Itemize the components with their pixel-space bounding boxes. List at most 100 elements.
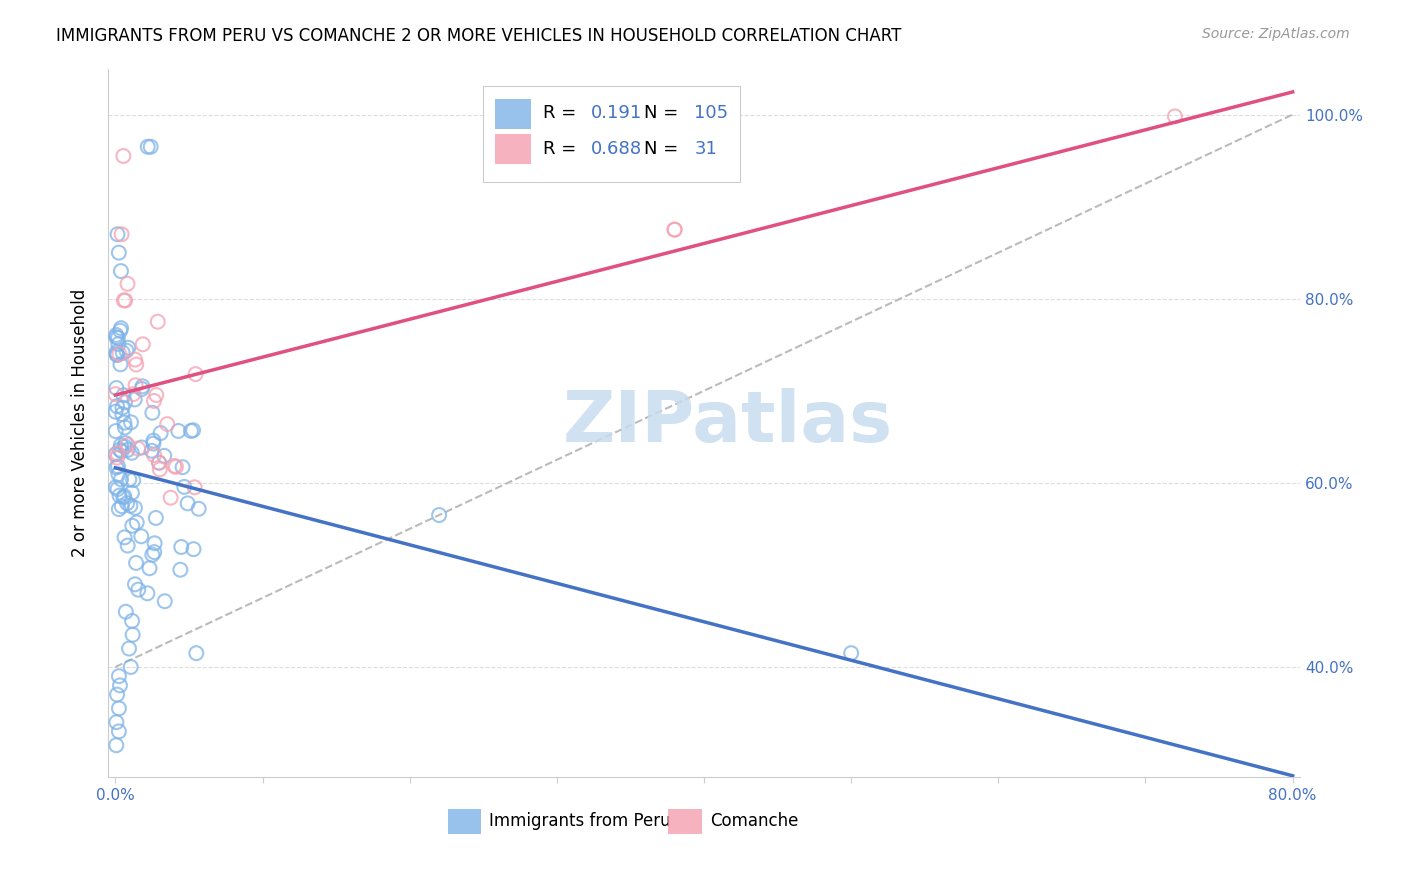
Text: Source: ZipAtlas.com: Source: ZipAtlas.com	[1202, 27, 1350, 41]
Point	[107, 331, 129, 345]
Point	[124, 392, 146, 407]
Point	[108, 724, 131, 739]
Point	[142, 436, 165, 450]
Point	[173, 480, 195, 494]
FancyBboxPatch shape	[495, 135, 531, 164]
Point	[170, 540, 193, 554]
Point	[105, 450, 128, 465]
Text: 105: 105	[695, 104, 728, 122]
Point	[125, 358, 148, 372]
Point	[114, 395, 136, 409]
Point	[143, 536, 166, 550]
Point	[124, 378, 146, 392]
Point	[112, 416, 135, 430]
Point	[120, 499, 142, 513]
Point	[139, 140, 162, 154]
Point	[105, 330, 128, 344]
Point	[176, 496, 198, 510]
Point	[121, 446, 143, 460]
Point	[110, 357, 132, 371]
Point	[104, 387, 127, 401]
Text: ZIPatlas: ZIPatlas	[562, 389, 893, 458]
Point	[142, 434, 165, 448]
Point	[111, 499, 134, 513]
Point	[145, 511, 167, 525]
Point	[115, 343, 138, 358]
Point	[141, 548, 163, 562]
Point	[112, 491, 135, 505]
Point	[142, 393, 165, 408]
Point	[121, 614, 143, 628]
Point	[110, 264, 132, 278]
Point	[114, 530, 136, 544]
Point	[127, 582, 149, 597]
Point	[111, 444, 134, 458]
Point	[149, 426, 172, 441]
Point	[105, 328, 128, 343]
Point	[107, 482, 129, 496]
Point	[105, 381, 128, 395]
Point	[114, 436, 136, 450]
Point	[125, 556, 148, 570]
Point	[110, 472, 132, 486]
Point	[110, 321, 132, 335]
Point	[118, 641, 141, 656]
Point	[146, 315, 169, 329]
Point	[108, 669, 131, 683]
Point	[112, 149, 135, 163]
Point	[427, 508, 450, 522]
Point	[107, 337, 129, 351]
Point	[167, 424, 190, 438]
Point	[104, 480, 127, 494]
Point	[124, 500, 146, 515]
Point	[159, 491, 181, 505]
Point	[105, 399, 128, 413]
Point	[121, 485, 143, 500]
Text: IMMIGRANTS FROM PERU VS COMANCHE 2 OR MORE VEHICLES IN HOUSEHOLD CORRELATION CHA: IMMIGRANTS FROM PERU VS COMANCHE 2 OR MO…	[56, 27, 901, 45]
Point	[110, 438, 132, 452]
Point	[143, 448, 166, 462]
Point	[107, 227, 129, 242]
Point	[112, 293, 135, 308]
Text: 0.688: 0.688	[591, 140, 643, 158]
Text: N =: N =	[644, 104, 685, 122]
Point	[114, 293, 136, 308]
Point	[180, 424, 202, 438]
Point	[163, 458, 186, 473]
Point	[117, 539, 139, 553]
Point	[117, 341, 139, 355]
Point	[105, 688, 128, 702]
Point	[148, 456, 170, 470]
Point	[148, 456, 170, 470]
Point	[111, 401, 134, 415]
Point	[129, 529, 152, 543]
Point	[183, 480, 205, 494]
Point	[105, 460, 128, 475]
Point	[181, 423, 204, 437]
Point	[131, 382, 153, 396]
Point	[120, 660, 142, 674]
Point	[186, 646, 208, 660]
Point	[149, 462, 172, 476]
Point	[108, 347, 131, 361]
Point	[138, 561, 160, 575]
Point	[105, 348, 128, 362]
Point	[136, 140, 159, 154]
Point	[136, 586, 159, 600]
Point	[112, 388, 135, 402]
Point	[132, 337, 155, 351]
Point	[105, 715, 128, 730]
Text: 31: 31	[695, 140, 717, 158]
Point	[114, 605, 136, 619]
Y-axis label: 2 or more Vehicles in Household: 2 or more Vehicles in Household	[72, 289, 89, 558]
Text: Comanche: Comanche	[710, 813, 799, 830]
Point	[122, 387, 145, 401]
Point	[110, 227, 132, 242]
Point	[187, 501, 209, 516]
Point	[124, 577, 146, 591]
Point	[108, 678, 131, 692]
Point	[169, 563, 191, 577]
FancyBboxPatch shape	[668, 809, 702, 834]
FancyBboxPatch shape	[484, 87, 740, 182]
Point	[105, 738, 128, 752]
